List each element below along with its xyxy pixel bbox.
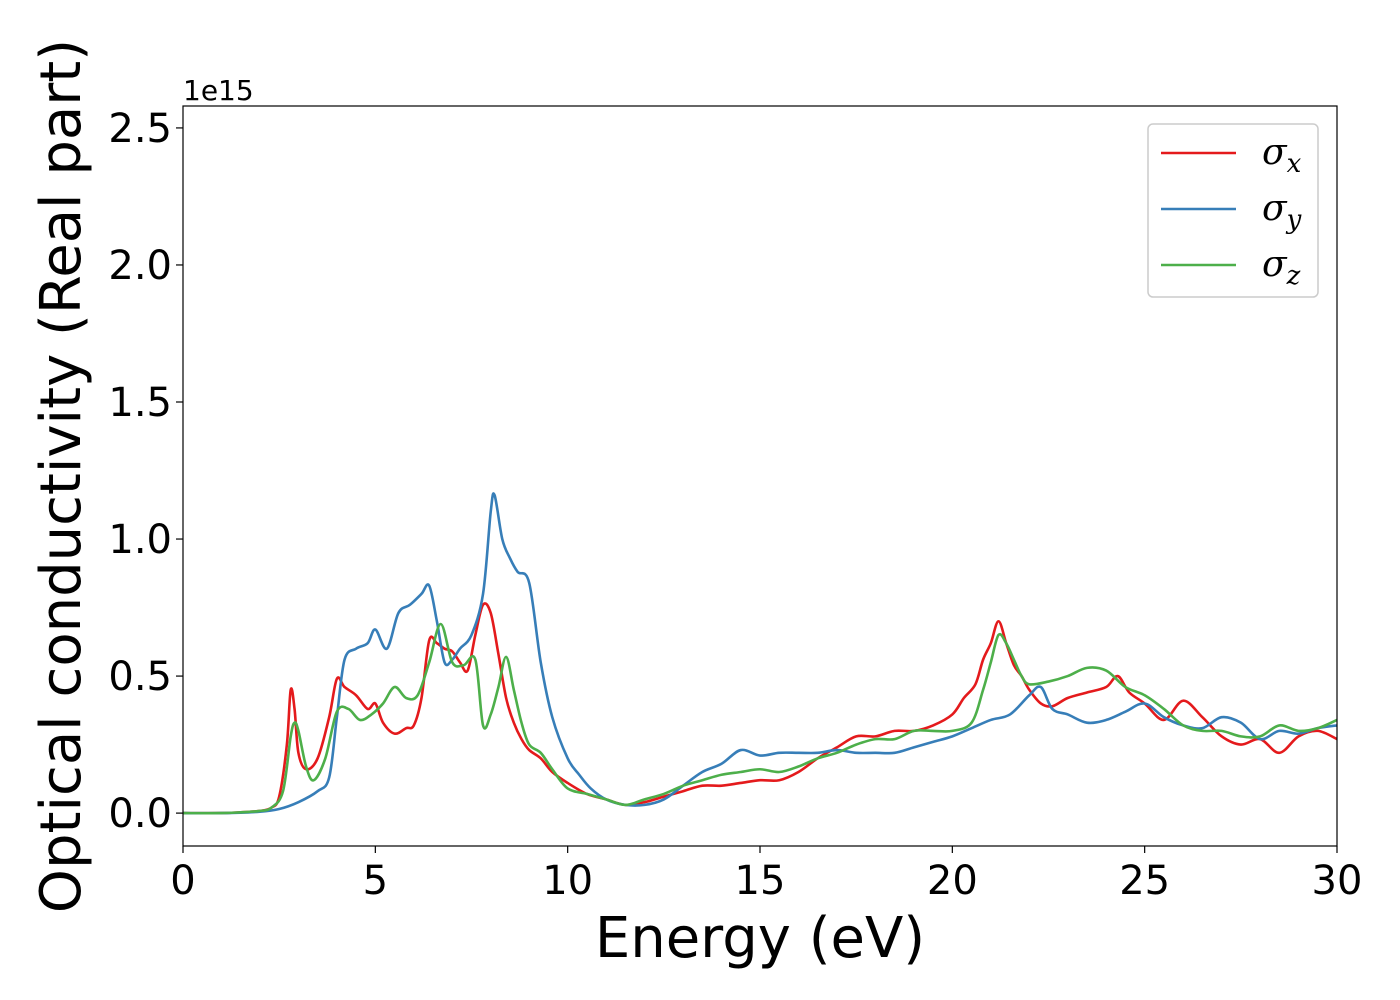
- legend-label-z: σz: [1262, 244, 1301, 291]
- x-tick-label: 30: [1312, 858, 1363, 904]
- series-layer: [182, 492, 1338, 815]
- legend-label-x: σx: [1262, 132, 1302, 179]
- x-tick-label: 10: [542, 858, 593, 904]
- x-tick-label: 15: [735, 858, 786, 904]
- series-line-x: [182, 602, 1338, 815]
- y-axis-label: Optical conductivity (Real part): [29, 39, 94, 913]
- y-offset-label: 1e15: [183, 74, 254, 107]
- y-tick-label: 0.0: [108, 791, 172, 837]
- y-tick-label: 1.0: [108, 517, 172, 563]
- series-line-y: [182, 492, 1338, 815]
- y-axis-ticks: 0.0 0.5 1.0 1.5 2.0 2.5: [108, 106, 183, 837]
- y-tick-label: 1.5: [108, 380, 172, 426]
- x-axis-ticks: 0 5 10 15 20 25 30: [170, 846, 1362, 904]
- y-tick-label: 2.5: [108, 106, 172, 152]
- legend-items: σx σy σz: [1161, 132, 1302, 291]
- x-axis-label: Energy (eV): [595, 906, 925, 971]
- legend: σx σy σz: [1147, 123, 1319, 298]
- legend-label-y: σy: [1262, 188, 1302, 235]
- x-tick-label: 25: [1119, 858, 1170, 904]
- x-tick-label: 20: [927, 858, 978, 904]
- x-tick-label: 0: [170, 858, 195, 904]
- x-tick-label: 5: [363, 858, 388, 904]
- legend-box: [1147, 123, 1319, 298]
- series-line-z: [182, 622, 1338, 815]
- y-tick-label: 0.5: [108, 654, 172, 700]
- y-tick-label: 2.0: [108, 243, 172, 289]
